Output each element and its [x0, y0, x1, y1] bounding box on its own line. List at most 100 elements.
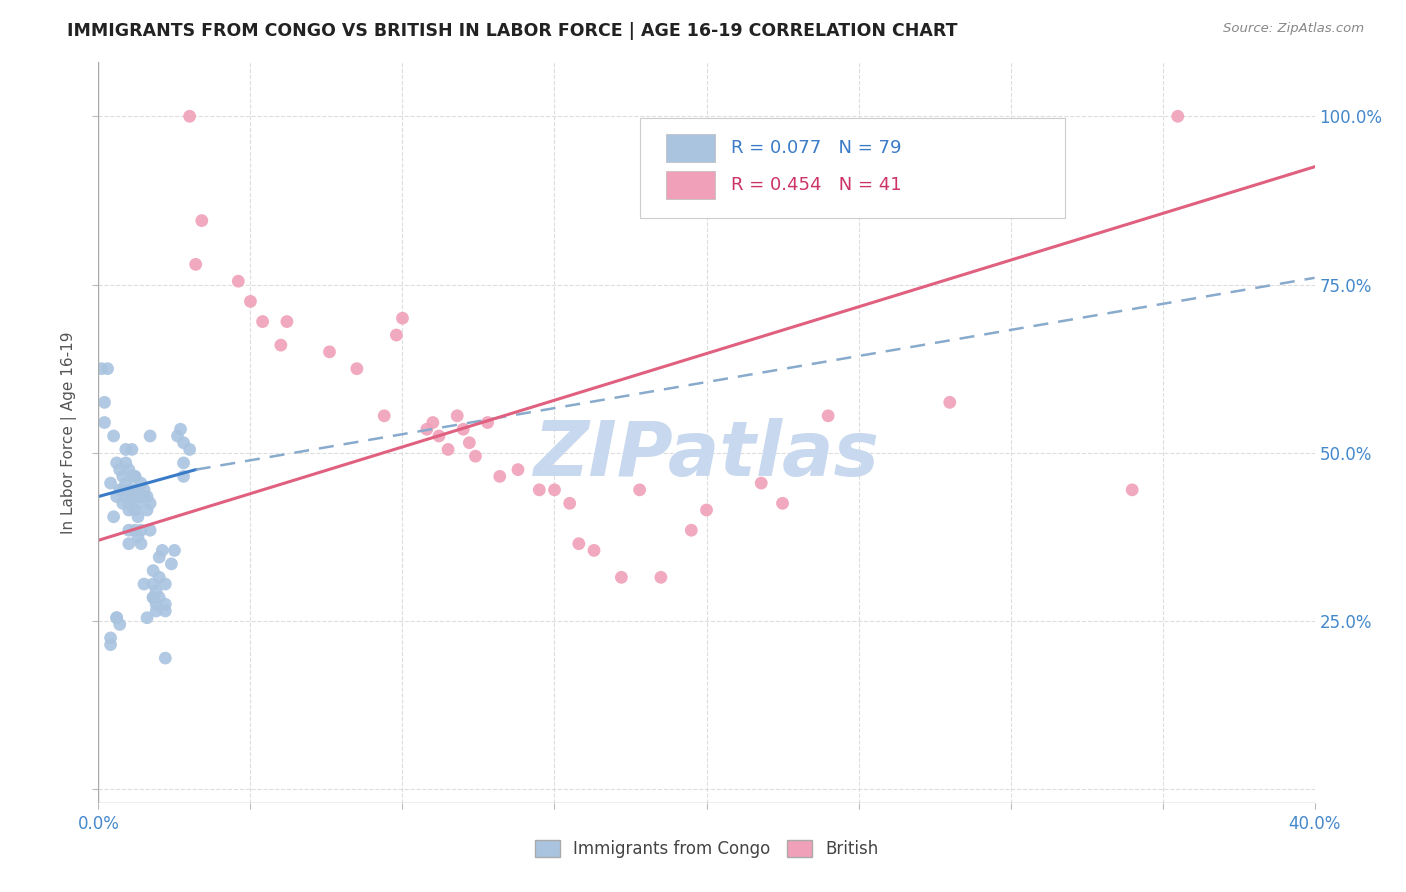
Point	[93, 395, 115, 409]
Point	[139, 523, 162, 537]
Point	[90, 361, 112, 376]
Point	[142, 591, 165, 605]
Point	[772, 496, 794, 510]
Point	[252, 315, 274, 329]
Point	[145, 597, 167, 611]
Point	[127, 490, 149, 504]
Text: R = 0.454   N = 41: R = 0.454 N = 41	[731, 177, 901, 194]
Text: ZIPatlas: ZIPatlas	[533, 417, 880, 491]
Point	[628, 483, 651, 497]
Point	[391, 311, 413, 326]
Point	[105, 456, 128, 470]
Point	[543, 483, 565, 497]
Point	[142, 591, 165, 605]
Point	[124, 469, 146, 483]
Point	[118, 483, 141, 497]
Point	[169, 422, 191, 436]
FancyBboxPatch shape	[666, 135, 716, 162]
Point	[136, 611, 159, 625]
Point	[506, 463, 529, 477]
Point	[458, 435, 481, 450]
Point	[437, 442, 460, 457]
Point	[136, 503, 159, 517]
Point	[111, 469, 134, 483]
Point	[226, 274, 249, 288]
Point	[124, 469, 146, 483]
Point	[346, 361, 368, 376]
Point	[105, 611, 128, 625]
Point	[114, 476, 136, 491]
Point	[124, 523, 146, 537]
Point	[103, 429, 125, 443]
Point	[155, 604, 177, 618]
Point	[166, 429, 188, 443]
Point	[139, 496, 162, 510]
Point	[173, 469, 195, 483]
Point	[179, 109, 201, 123]
Point	[529, 483, 551, 497]
Point	[145, 604, 167, 618]
Point	[124, 483, 146, 497]
Point	[118, 496, 141, 510]
Point	[696, 503, 718, 517]
Point	[148, 550, 170, 565]
Point	[105, 611, 128, 625]
Point	[155, 577, 177, 591]
Point	[276, 315, 298, 329]
Point	[568, 537, 591, 551]
Point	[100, 631, 122, 645]
Point	[148, 570, 170, 584]
Point	[118, 537, 141, 551]
Point	[184, 257, 207, 271]
FancyBboxPatch shape	[640, 118, 1066, 218]
Point	[422, 416, 444, 430]
Point	[155, 651, 177, 665]
Point	[446, 409, 468, 423]
Point	[114, 442, 136, 457]
Point	[111, 483, 134, 497]
Point	[127, 530, 149, 544]
Point	[145, 583, 167, 598]
Point	[464, 449, 486, 463]
Point	[100, 638, 122, 652]
Point	[416, 422, 439, 436]
Text: Source: ZipAtlas.com: Source: ZipAtlas.com	[1223, 22, 1364, 36]
Text: IMMIGRANTS FROM CONGO VS BRITISH IN LABOR FORCE | AGE 16-19 CORRELATION CHART: IMMIGRANTS FROM CONGO VS BRITISH IN LABO…	[67, 22, 957, 40]
Point	[1167, 109, 1189, 123]
Point	[163, 543, 186, 558]
Point	[93, 416, 115, 430]
Point	[103, 509, 125, 524]
Point	[650, 570, 672, 584]
Point	[129, 537, 152, 551]
Point	[108, 617, 131, 632]
Point	[142, 564, 165, 578]
Point	[142, 577, 165, 591]
Text: R = 0.077   N = 79: R = 0.077 N = 79	[731, 139, 901, 157]
Point	[121, 490, 143, 504]
Y-axis label: In Labor Force | Age 16-19: In Labor Force | Age 16-19	[60, 331, 77, 534]
Point	[132, 577, 155, 591]
Point	[373, 409, 395, 423]
Point	[939, 395, 962, 409]
Point	[100, 476, 122, 491]
Point	[132, 490, 155, 504]
Point	[155, 597, 177, 611]
Point	[148, 591, 170, 605]
Point	[488, 469, 510, 483]
Point	[817, 409, 839, 423]
Point	[105, 490, 128, 504]
Point	[749, 476, 772, 491]
Point	[124, 490, 146, 504]
Point	[121, 442, 143, 457]
Point	[118, 523, 141, 537]
Point	[160, 557, 183, 571]
Point	[108, 483, 131, 497]
Point	[318, 344, 340, 359]
Point	[191, 213, 214, 227]
FancyBboxPatch shape	[666, 171, 716, 200]
Point	[136, 490, 159, 504]
Point	[111, 496, 134, 510]
Point	[132, 483, 155, 497]
Point	[477, 416, 499, 430]
Point	[127, 509, 149, 524]
